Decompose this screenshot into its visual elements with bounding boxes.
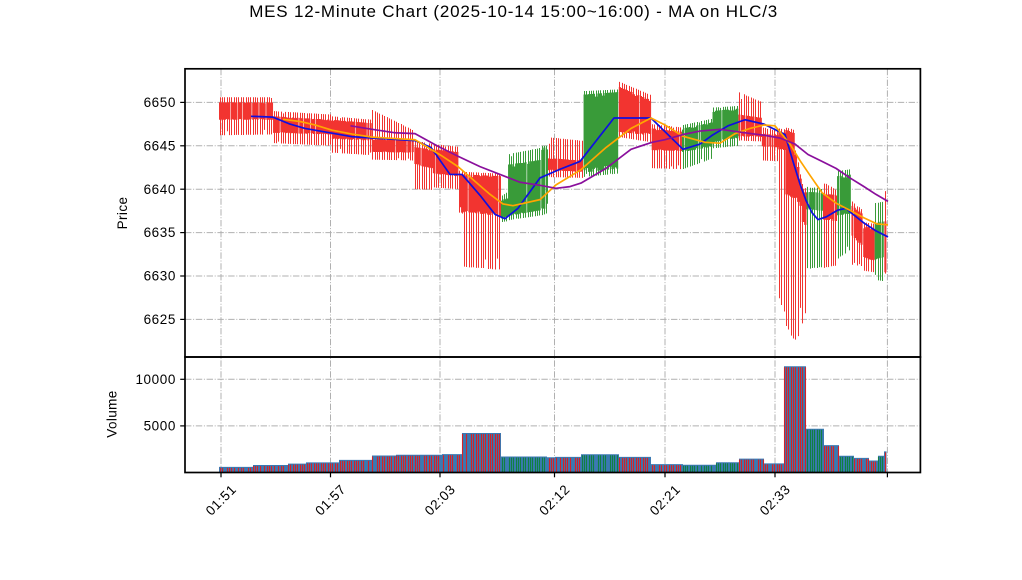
svg-text:6645: 6645: [144, 138, 176, 153]
svg-text:MES 12-Minute Chart (2025-10-1: MES 12-Minute Chart (2025-10-14 15:00~16…: [249, 2, 778, 21]
svg-text:6635: 6635: [144, 225, 176, 240]
svg-text:6630: 6630: [144, 269, 176, 284]
svg-text:6640: 6640: [144, 182, 176, 197]
svg-text:Volume: Volume: [105, 390, 120, 437]
svg-text:6650: 6650: [144, 95, 176, 110]
svg-text:Price: Price: [115, 197, 130, 230]
svg-text:5000: 5000: [144, 419, 176, 434]
svg-text:10000: 10000: [135, 372, 176, 387]
svg-text:6625: 6625: [144, 312, 176, 327]
